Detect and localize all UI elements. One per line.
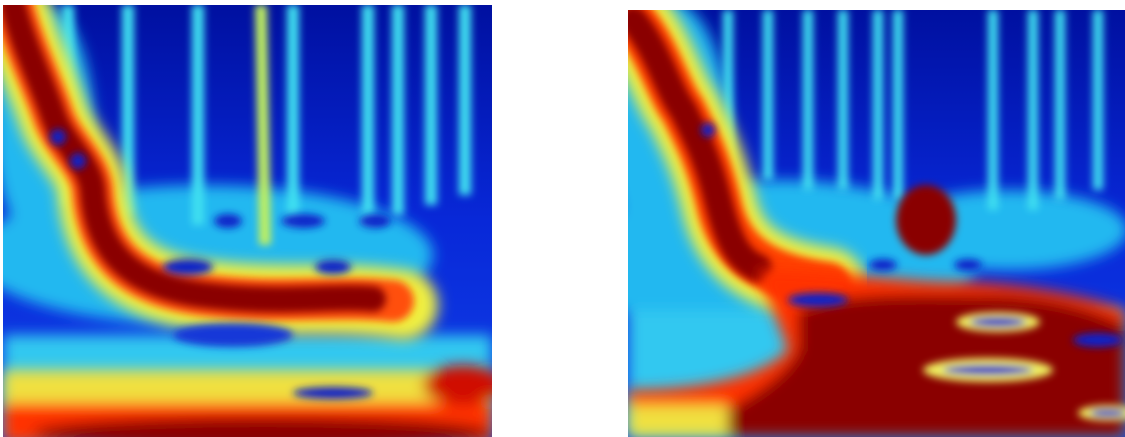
hole bbox=[214, 214, 242, 228]
bottom-bands bbox=[3, 365, 492, 437]
hole bbox=[869, 259, 897, 271]
streak bbox=[255, 5, 271, 246]
hole bbox=[359, 214, 391, 228]
hole bbox=[701, 123, 715, 137]
ridge-red bbox=[3, 5, 386, 313]
streaks bbox=[723, 10, 1103, 210]
ridge-red bbox=[628, 10, 772, 282]
right-scalogram bbox=[628, 10, 1125, 437]
ridge bbox=[628, 10, 946, 323]
mass-yellow bbox=[628, 405, 728, 437]
left-scalogram bbox=[3, 5, 492, 437]
column-base bbox=[896, 185, 956, 255]
hole bbox=[293, 387, 373, 399]
hole bbox=[1090, 409, 1125, 417]
band-red bbox=[33, 417, 492, 437]
holes bbox=[701, 123, 1125, 421]
hole bbox=[50, 129, 66, 145]
hole bbox=[315, 260, 351, 274]
hole bbox=[970, 317, 1026, 327]
hole bbox=[788, 293, 848, 307]
hole bbox=[70, 153, 86, 169]
band-red bbox=[423, 365, 492, 405]
column-base-red bbox=[896, 185, 956, 255]
hole bbox=[1073, 333, 1123, 347]
hole bbox=[281, 214, 325, 228]
hole bbox=[943, 365, 1033, 375]
band-yellow bbox=[3, 370, 492, 405]
hole bbox=[173, 323, 293, 347]
holes bbox=[50, 129, 391, 399]
hole bbox=[163, 259, 213, 275]
ridge bbox=[3, 5, 438, 340]
hole bbox=[954, 259, 982, 271]
